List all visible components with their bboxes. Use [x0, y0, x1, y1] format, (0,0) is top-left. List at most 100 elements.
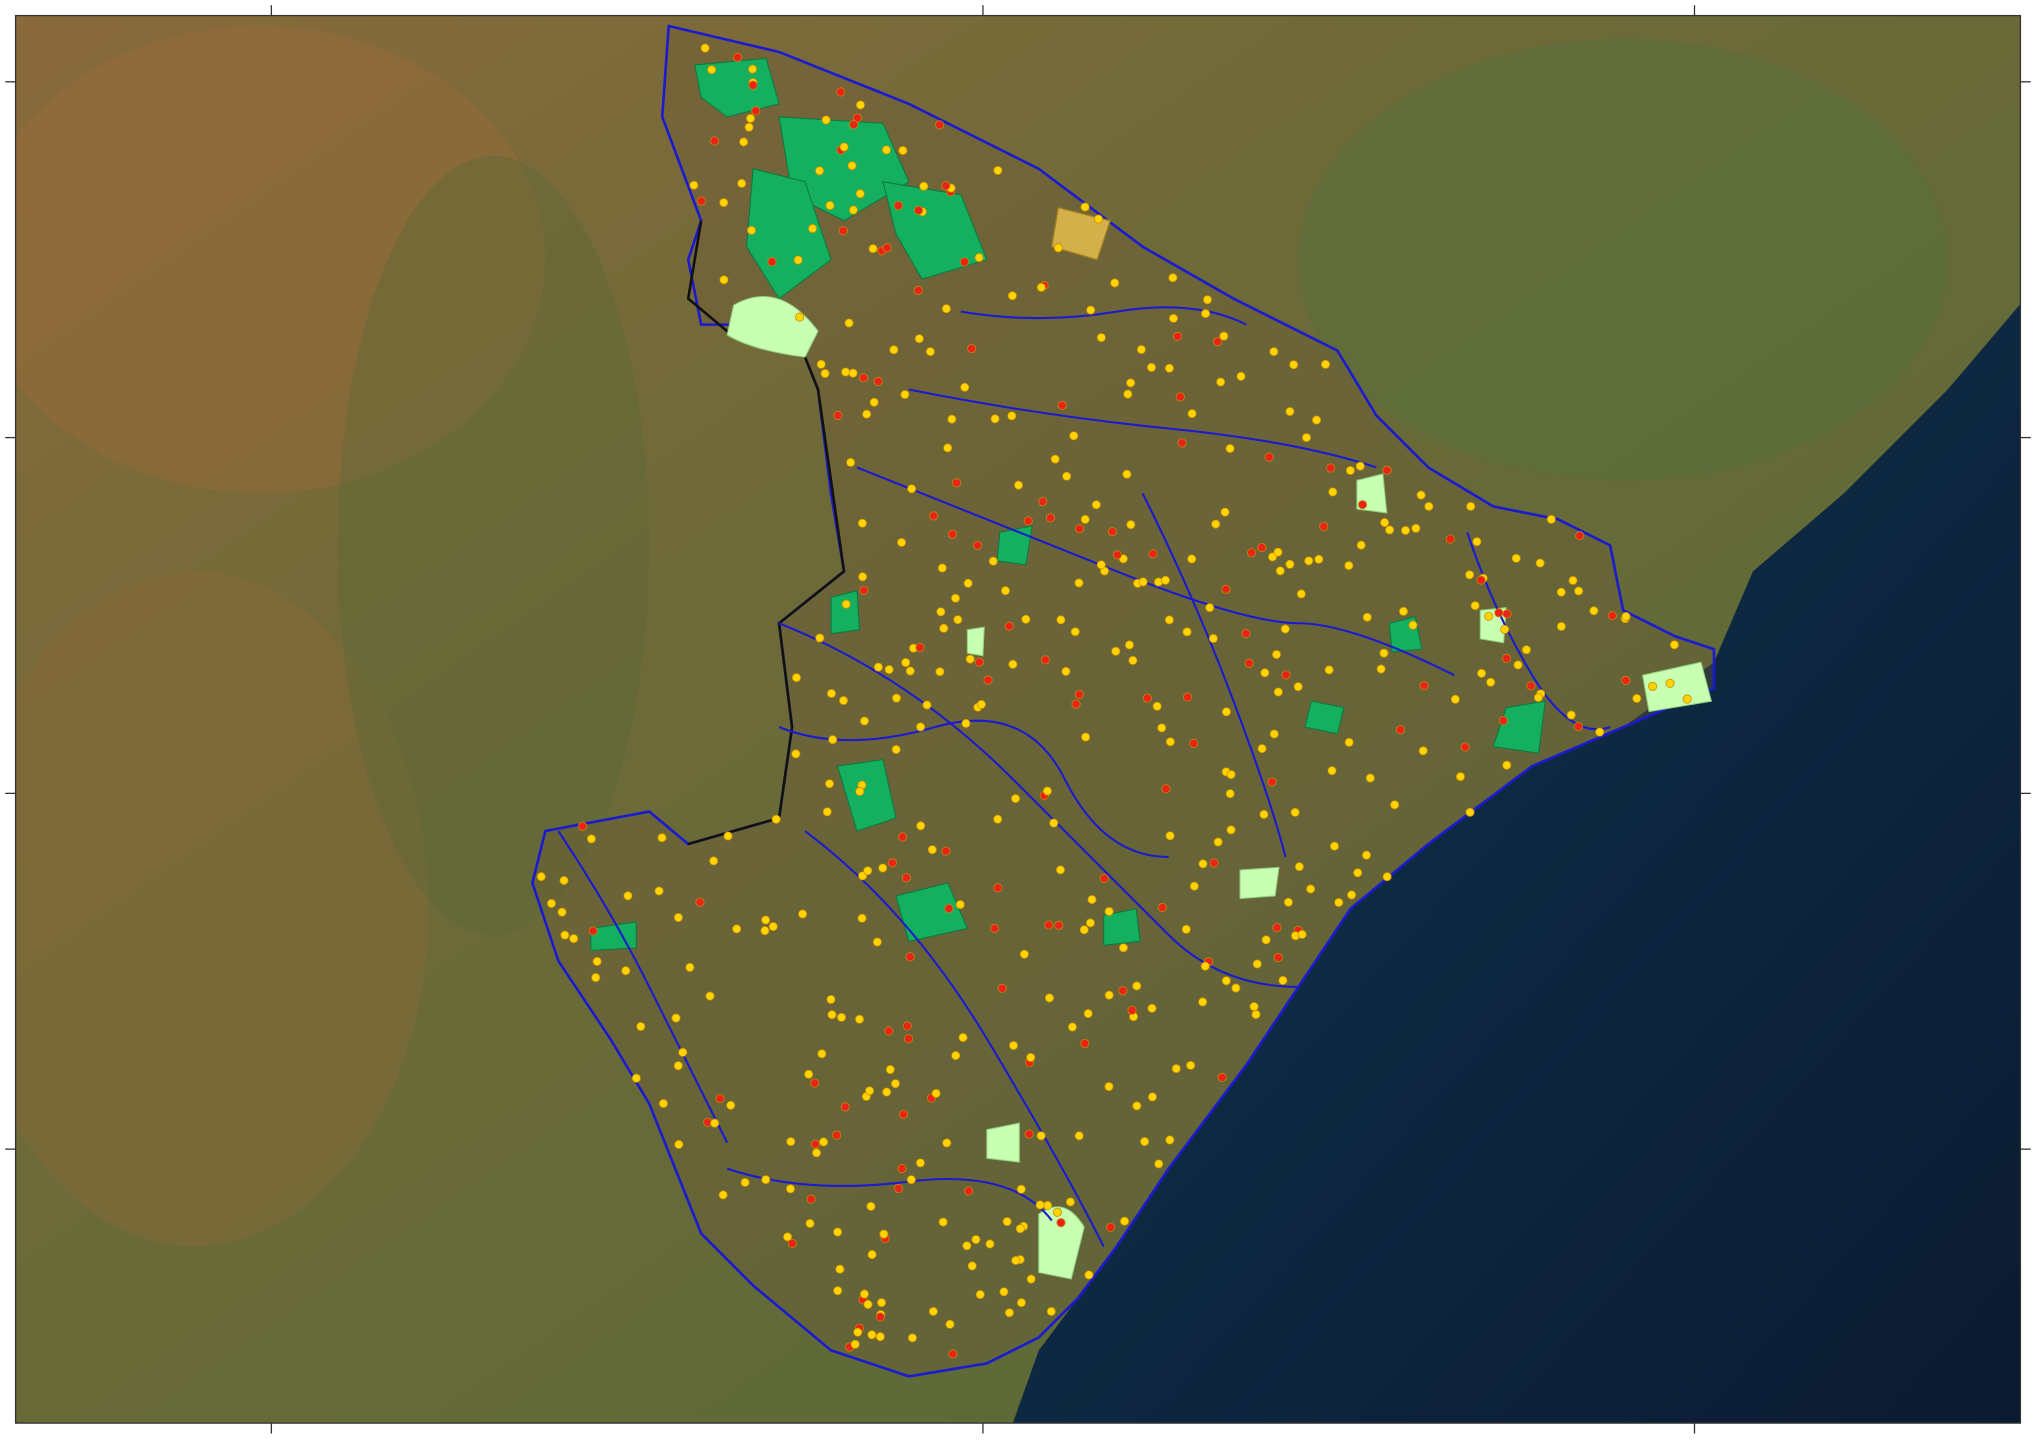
site	[821, 115, 831, 125]
site	[1213, 337, 1223, 347]
site	[833, 410, 843, 420]
site	[1285, 559, 1295, 569]
site	[767, 257, 777, 267]
site	[1472, 537, 1482, 547]
site	[1465, 570, 1475, 580]
site	[1010, 794, 1021, 804]
site	[719, 275, 729, 285]
site	[1040, 655, 1050, 665]
site	[1275, 566, 1285, 576]
site	[887, 858, 897, 868]
site	[1273, 547, 1283, 557]
site	[898, 145, 908, 156]
site	[710, 136, 720, 146]
site	[916, 821, 926, 831]
site	[1164, 615, 1174, 625]
site	[1085, 918, 1095, 928]
site	[1057, 400, 1067, 410]
site	[850, 1339, 860, 1349]
site	[588, 926, 598, 936]
site	[737, 178, 747, 188]
site	[1165, 737, 1175, 747]
site	[710, 1118, 720, 1128]
site	[808, 224, 818, 234]
site	[1261, 935, 1271, 945]
site	[744, 122, 754, 132]
site	[1249, 1002, 1259, 1012]
site	[1573, 721, 1583, 732]
site	[999, 1287, 1009, 1297]
site	[838, 695, 849, 706]
site	[882, 243, 892, 253]
site	[1026, 1052, 1036, 1062]
site	[824, 779, 835, 789]
site	[1104, 906, 1114, 917]
site	[1182, 627, 1192, 637]
site	[1019, 949, 1029, 959]
site	[1231, 983, 1241, 993]
site	[1165, 1135, 1175, 1145]
site	[1269, 347, 1279, 357]
site	[1035, 1200, 1045, 1210]
site	[915, 642, 925, 652]
site	[976, 699, 986, 709]
site	[859, 585, 869, 595]
site	[1293, 682, 1303, 692]
site	[1099, 873, 1109, 883]
site	[1157, 723, 1167, 733]
site	[1304, 556, 1314, 566]
site	[1465, 807, 1475, 817]
site	[1460, 742, 1470, 752]
site	[916, 722, 926, 732]
site	[1347, 890, 1357, 900]
river	[856, 466, 1455, 677]
site	[707, 65, 717, 75]
site	[884, 665, 894, 675]
site	[893, 1183, 903, 1194]
site	[913, 285, 923, 296]
site	[805, 1218, 815, 1228]
site	[1419, 681, 1429, 691]
site	[863, 866, 873, 876]
site	[1056, 1218, 1066, 1228]
site	[1621, 612, 1631, 622]
site	[862, 409, 872, 419]
site	[1252, 959, 1262, 969]
site	[559, 875, 569, 886]
site	[1126, 520, 1136, 530]
site	[1056, 615, 1066, 625]
site	[1327, 766, 1337, 776]
site	[1209, 858, 1219, 868]
site	[685, 962, 695, 972]
site	[879, 1229, 889, 1239]
site	[891, 693, 902, 703]
site	[1285, 406, 1295, 417]
site	[1353, 868, 1363, 878]
site	[907, 484, 917, 494]
site	[925, 347, 935, 357]
site	[1621, 675, 1631, 685]
site	[1314, 554, 1324, 564]
site	[678, 1047, 688, 1057]
site	[1118, 986, 1128, 996]
site	[1595, 727, 1605, 737]
site	[935, 120, 945, 130]
site	[840, 1102, 850, 1112]
site	[748, 80, 758, 90]
site	[950, 593, 961, 603]
site	[975, 1290, 985, 1300]
site	[1096, 333, 1106, 343]
site	[1408, 620, 1418, 630]
site	[881, 145, 891, 155]
site	[1320, 359, 1331, 369]
site	[855, 100, 866, 110]
forest-patch	[590, 921, 637, 952]
site	[1326, 463, 1336, 473]
site	[972, 540, 983, 550]
site	[1164, 363, 1174, 373]
site	[1669, 640, 1679, 650]
site	[1289, 360, 1299, 370]
site	[941, 181, 951, 191]
terrain	[1298, 38, 1948, 481]
site	[885, 1065, 895, 1075]
